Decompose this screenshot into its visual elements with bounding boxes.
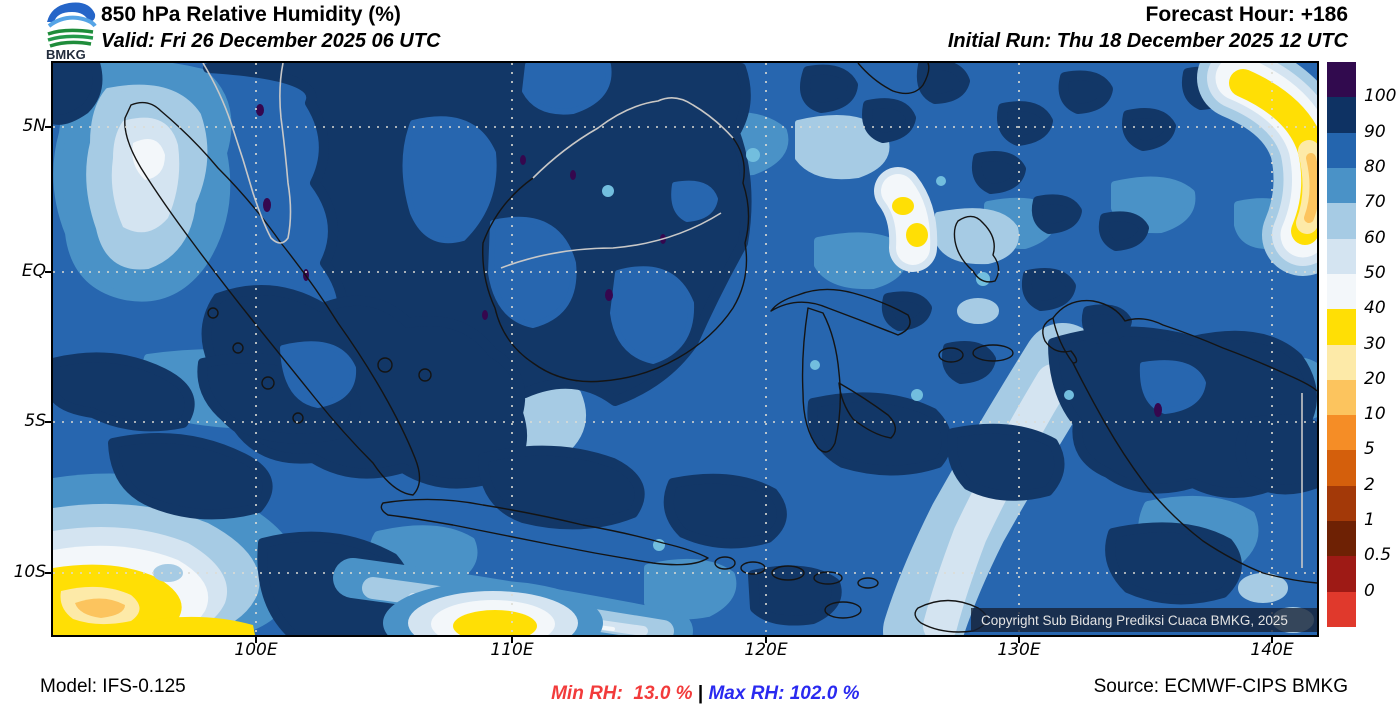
lat-tick-eq <box>45 271 53 273</box>
lon-tick-100e <box>255 635 257 643</box>
source-label: Source: ECMWF-CIPS BMKG <box>1093 676 1348 697</box>
colorbar-segment <box>1327 97 1356 133</box>
lon-tick-130e <box>1018 635 1020 643</box>
copyright-overlay <box>971 608 1317 632</box>
colorbar-tick-label: 10 <box>1364 404 1386 425</box>
lon-label-130e: 130E <box>997 640 1041 660</box>
colorbar-segment <box>1327 167 1356 204</box>
colorbar-segment <box>1327 450 1356 486</box>
lat-label-5s: 5S <box>24 411 46 431</box>
min-rh-value: Min RH: 13.0 % <box>551 683 693 704</box>
ne-dry-yellow-lobe-2 <box>906 223 928 247</box>
lon-label-110e: 110E <box>490 640 534 660</box>
colorbar-segment <box>1327 591 1356 627</box>
lat-tick-10s <box>45 572 53 574</box>
colorbar-segment <box>1327 238 1356 274</box>
logo-green-stripe-2 <box>47 34 94 42</box>
valid-time-label: Valid: Fri 26 December 2025 06 UTC <box>101 30 441 52</box>
arafura-dry-tongue <box>883 323 1103 635</box>
humidity-contour-map: Copyright Sub Bidang Prediksi Cuaca BMKG… <box>53 63 1317 635</box>
model-label: Model: IFS-0.125 <box>40 676 186 697</box>
lon-label-140e: 140E <box>1250 640 1294 660</box>
logo-green-stripe-3 <box>49 40 92 48</box>
logo-green-stripe-1 <box>47 28 94 36</box>
lat-tick-5n <box>45 126 53 128</box>
minmax-separator: | <box>692 683 709 704</box>
forecast-hour-label: Forecast Hour: +186 <box>1145 3 1349 26</box>
colorbar-tick-label: 50 <box>1364 262 1386 283</box>
lon-tick-120e <box>765 635 767 643</box>
colorbar-tick-label: 60 <box>1364 227 1386 248</box>
max-rh-value: Max RH: 102.0 % <box>708 683 860 704</box>
logo-cloud-shape <box>47 2 96 22</box>
below-java-dry-spot <box>383 581 603 635</box>
indian-ocean-dry-zone <box>53 473 299 635</box>
lon-label-120e: 120E <box>744 640 788 660</box>
colorbar-tick-label: 70 <box>1364 192 1386 213</box>
colorbar-segment <box>1327 344 1356 380</box>
lon-tick-110e <box>511 635 513 643</box>
colorbar-segment <box>1327 62 1356 98</box>
lat-label-10s: 10S <box>13 562 46 582</box>
logo-text: BMKG <box>46 47 86 61</box>
colorbar-tick-label: 2 <box>1364 474 1375 495</box>
colorbar-segment <box>1327 521 1356 557</box>
colorbar-segment <box>1327 309 1356 345</box>
colorbar-tick-label: 1 <box>1364 510 1375 531</box>
initial-run-label: Initial Run: Thu 18 December 2025 12 UTC <box>947 30 1348 52</box>
colorbar-tick-label: 80 <box>1364 156 1386 177</box>
page-title: 850 hPa Relative Humidity (%) <box>101 3 401 26</box>
bmkg-logo: BMKG <box>46 2 97 61</box>
colorbar-segment <box>1327 379 1356 416</box>
minmax-rh-line: Min RH: 13.0 % | Max RH: 102.0 % <box>430 661 970 705</box>
gridlines <box>53 63 1317 635</box>
colorbar-tick-label: 30 <box>1364 333 1386 354</box>
coastlines-foreign <box>202 63 1303 568</box>
colorbar-tick-label: 20 <box>1364 368 1386 389</box>
colorbar-segment <box>1327 203 1356 239</box>
colorbar-tick-label: 5 <box>1364 439 1375 460</box>
colorbar-tick-label: 0.5 <box>1364 545 1392 566</box>
colorbar-segment <box>1327 556 1356 592</box>
lat-label-5n: 5N <box>22 116 46 136</box>
rh-70-flecks <box>602 148 1074 551</box>
colorbar-tick-label: 90 <box>1364 121 1386 142</box>
colorbar-tick-label: 40 <box>1364 298 1386 319</box>
lon-tick-140e <box>1271 635 1273 643</box>
lat-label-eq: EQ <box>21 261 46 281</box>
colorbar-segment <box>1327 415 1356 451</box>
colorbar-segment <box>1327 132 1356 168</box>
ne-dry-yellow-lobe-1 <box>892 197 914 215</box>
rh-40-50-sumatra-core <box>132 139 165 180</box>
northeast-dry-crescent <box>1197 63 1317 276</box>
colorbar-segment <box>1327 273 1356 310</box>
colorbar-segment <box>1327 485 1356 522</box>
colorbar <box>1327 62 1356 627</box>
logo-wave-line <box>47 15 97 28</box>
lat-tick-5s <box>45 421 53 423</box>
colorbar-tick-label: 0 <box>1364 580 1375 601</box>
map-canvas: Copyright Sub Bidang Prediksi Cuaca BMKG… <box>51 61 1319 637</box>
colorbar-tick-label: 100 <box>1364 86 1397 107</box>
copyright-text: Copyright Sub Bidang Prediksi Cuaca BMKG… <box>981 613 1288 628</box>
lon-label-100e: 100E <box>234 640 278 660</box>
rh-80-90-holes <box>280 63 1206 414</box>
